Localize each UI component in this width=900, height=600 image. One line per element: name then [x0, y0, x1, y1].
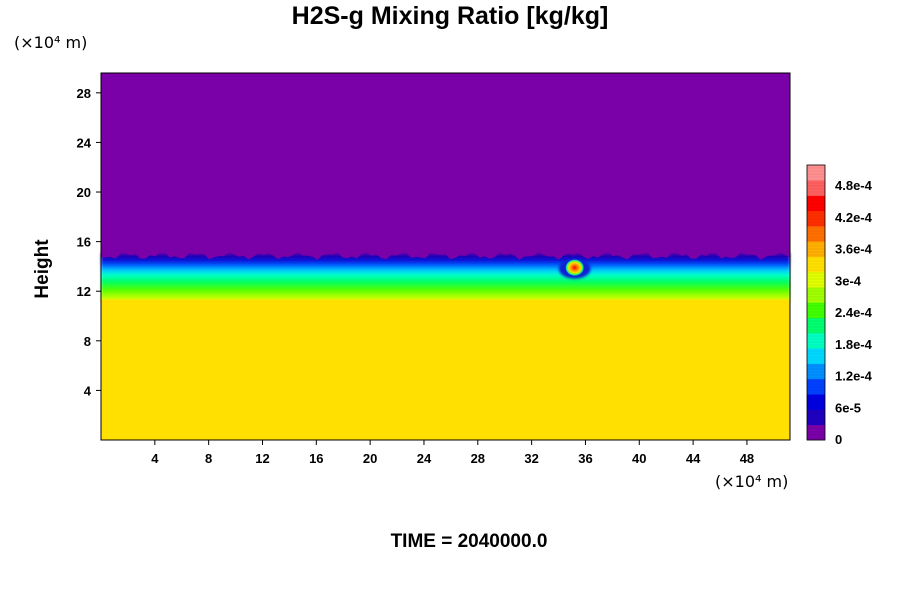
colorbar-segment — [807, 256, 825, 273]
colorbar-segment — [807, 165, 825, 181]
colorbar-label: 2.4e-4 — [835, 305, 873, 320]
y-tick-label: 16 — [77, 235, 91, 250]
field-layer — [101, 73, 790, 440]
y-tick-label: 12 — [77, 284, 91, 299]
x-tick-label: 36 — [578, 451, 592, 466]
colorbar-label: 3e-4 — [835, 273, 862, 288]
colorbar-segment — [807, 210, 825, 227]
colorbar-label: 0 — [835, 432, 842, 447]
colorbar-segment — [807, 302, 825, 319]
y-tick-label: 4 — [84, 383, 92, 398]
region-interface — [101, 252, 790, 302]
time-label: TIME = 2040000.0 — [390, 531, 548, 552]
colorbar-segment — [807, 424, 825, 441]
x-tick-label: 12 — [255, 451, 269, 466]
x-tick-label: 28 — [471, 451, 485, 466]
colorbar: 0 6e-5 1.2e-4 1.8e-4 2.4e-4 3e-4 3.6e-4 4.2e-4 4… — [806, 164, 873, 447]
y-tick-label: 28 — [77, 86, 91, 101]
colorbar-label: 1.8e-4 — [835, 337, 873, 352]
colorbar-label: 4.8e-4 — [835, 178, 873, 193]
colorbar-segment — [807, 409, 825, 426]
interface-top-edge — [101, 250, 790, 260]
colorbar-segment — [807, 241, 825, 257]
colorbar-frame — [806, 164, 826, 441]
y-tick-label: 20 — [77, 185, 91, 200]
plot-frame — [100, 72, 791, 441]
x-tick-label: 48 — [740, 451, 754, 466]
chart-title: H2S-g Mixing Ratio [kg/kg] — [291, 2, 609, 30]
colorbar-segment — [807, 378, 825, 395]
colorbar-segment — [807, 195, 825, 212]
region-lower — [101, 299, 790, 440]
y-unit-label: (×10⁴ m) — [14, 33, 88, 52]
hotspot — [565, 259, 584, 276]
colorbar-segment — [807, 180, 825, 196]
x-tick-label: 44 — [686, 451, 701, 466]
colorbar-segment — [807, 287, 825, 303]
colorbar-label: 4.2e-4 — [835, 210, 873, 225]
colorbar-label: 1.2e-4 — [835, 369, 873, 384]
x-axis: 4 8 12 16 20 24 28 32 36 40 44 48 — [151, 440, 754, 466]
x-tick-label: 40 — [632, 451, 646, 466]
colorbar-label: 3.6e-4 — [835, 242, 873, 257]
colorbar-segment — [807, 271, 825, 288]
x-unit-label: (×10⁴ m) — [715, 472, 789, 491]
x-tick-label: 8 — [205, 451, 212, 466]
x-tick-label: 16 — [309, 451, 323, 466]
colorbar-label: 6e-5 — [835, 400, 861, 415]
x-tick-label: 32 — [524, 451, 538, 466]
x-tick-label: 20 — [363, 451, 377, 466]
region-upper — [101, 73, 790, 257]
colorbar-segment — [807, 226, 825, 242]
y-tick-label: 8 — [84, 334, 91, 349]
y-tick-label: 24 — [77, 135, 92, 150]
colorbar-segment — [807, 394, 825, 410]
x-tick-label: 24 — [417, 451, 432, 466]
colorbar-segment — [807, 333, 825, 349]
colorbar-segment — [807, 317, 825, 334]
y-axis: 4 8 12 16 20 24 28 — [77, 86, 101, 398]
colorbar-segment — [807, 348, 825, 364]
x-tick-label: 4 — [151, 451, 159, 466]
colorbar-segment — [807, 363, 825, 380]
